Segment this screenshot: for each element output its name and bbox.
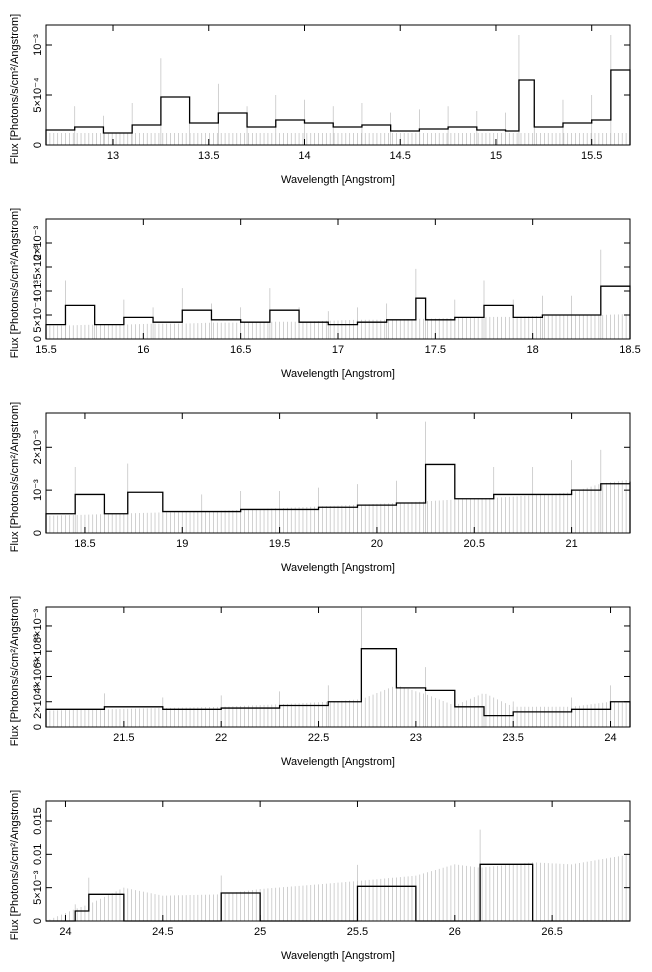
- y-tick-label: 2×10⁻³: [32, 684, 44, 719]
- panel-4-chart: 21.5 22 22.5 23 23.5 24 0 2×10⁻³4×10⁻³6×10⁻³8×1…: [9, 596, 631, 768]
- x-tick-label: 18.5: [619, 344, 640, 356]
- x-axis-label: Wavelength [Angstrom]: [281, 562, 395, 574]
- spectrum-panel-4: 21.5 22 22.5 23 23.5 24 0 2×10⁻³ 4×10⁻³ 6×10⁻³ 8×1…: [0, 582, 652, 776]
- x-tick-label: 14.5: [390, 150, 411, 162]
- x-tick-label: 21: [565, 538, 577, 550]
- x-tick-label: 17.5: [425, 344, 446, 356]
- x-tick-label: 21.5: [113, 732, 134, 744]
- y-axis-label: Flux [Photons/s/cm²/Angstrom]: [9, 208, 21, 358]
- x-axis-label: Wavelength [Angstrom]: [281, 368, 395, 380]
- panel-1-chart: 13 13.5 14 14.5 15 15.5 0 5×10⁻⁴ 10⁻³ Wavelength …: [9, 14, 631, 186]
- background-model: [45, 685, 631, 727]
- y-tick-label: 2×10⁻³: [32, 430, 44, 465]
- y-tick-label: 2×10⁻³: [32, 226, 44, 261]
- x-tick-label: 17: [332, 344, 344, 356]
- x-tick-label: 24.5: [152, 926, 173, 938]
- y-tick-label: 0: [32, 142, 44, 148]
- flux-series: [45, 648, 631, 727]
- x-tick-label: 19: [176, 538, 188, 550]
- x-tick-label: 22.5: [308, 732, 329, 744]
- panel-3-chart: 18.5 19 19.5 20 20.5 21 0 10⁻³ 2×10⁻³ Wavelength …: [9, 402, 631, 574]
- error-bars: [45, 35, 631, 145]
- spectrum-panel-3: 18.5 19 19.5 20 20.5 21 0 10⁻³ 2×10⁻³ Wavelength …: [0, 388, 652, 582]
- y-tick-label: 5×10⁻⁴: [32, 297, 44, 333]
- plot-frame: [45, 800, 631, 922]
- spectrum-panel-1: 13 13.5 14 14.5 15 15.5 0 5×10⁻⁴ 10⁻³ Wavelength …: [0, 0, 652, 194]
- y-tick-label: 5×10⁻³: [32, 870, 44, 905]
- y-tick-label: 0: [32, 918, 44, 924]
- y-tick-label: 0.015: [32, 807, 44, 835]
- x-tick-label: 22: [215, 732, 227, 744]
- y-tick-label: 4×10⁻³: [32, 659, 44, 694]
- x-tick-label: 26: [449, 926, 461, 938]
- x-tick-label: 15.5: [35, 344, 56, 356]
- panel-2-chart: 15.5 16 16.5 17 17.5 18 18.5 0 5×10⁻⁴10⁻³1.5×10⁻…: [9, 208, 641, 380]
- plot-frame: [45, 24, 631, 146]
- y-axis-label: Flux [Photons/s/cm²/Angstrom]: [9, 402, 21, 552]
- y-tick-label: 0: [32, 336, 44, 342]
- y-tick-label: 0.01: [32, 844, 44, 865]
- x-axis-label: Wavelength [Angstrom]: [281, 756, 395, 768]
- y-tick-label: 0: [32, 530, 44, 536]
- y-axis-label: Flux [Photons/s/cm²/Angstrom]: [9, 790, 21, 940]
- y-tick-label: 10⁻³: [32, 280, 44, 302]
- x-tick-label: 25: [254, 926, 266, 938]
- flux-series: [45, 285, 631, 339]
- x-tick-label: 13: [107, 150, 119, 162]
- x-tick-label: 16: [137, 344, 149, 356]
- x-tick-label: 23.5: [502, 732, 523, 744]
- x-tick-label: 24: [604, 732, 616, 744]
- x-axis-label: Wavelength [Angstrom]: [281, 174, 395, 186]
- x-tick-label: 15.5: [581, 150, 602, 162]
- x-tick-label: 18: [527, 344, 539, 356]
- spectrum-panel-5: 24 24.5 25 25.5 26 26.5 0 5×10⁻³ 0.01 0.015 Wavele…: [0, 776, 652, 970]
- y-tick-label: 1.5×10⁻³: [32, 245, 44, 289]
- plot-frame: [45, 412, 631, 534]
- plot-frame: [45, 606, 631, 728]
- x-tick-label: 24: [59, 926, 71, 938]
- x-tick-label: 26.5: [541, 926, 562, 938]
- x-tick-label: 16.5: [230, 344, 251, 356]
- y-axis-label: Flux [Photons/s/cm²/Angstrom]: [9, 14, 21, 164]
- x-tick-label: 19.5: [269, 538, 290, 550]
- y-axis-label: Flux [Photons/s/cm²/Angstrom]: [9, 596, 21, 746]
- y-tick-label: 0: [32, 724, 44, 730]
- x-tick-label: 20: [371, 538, 383, 550]
- x-axis-label: Wavelength [Angstrom]: [281, 950, 395, 962]
- x-tick-label: 18.5: [74, 538, 95, 550]
- spectrum-panel-2: 15.5 16 16.5 17 17.5 18 18.5 0 5×10⁻⁴ 10⁻³ 1.5×10⁻…: [0, 194, 652, 388]
- x-tick-label: 23: [410, 732, 422, 744]
- x-tick-label: 20.5: [464, 538, 485, 550]
- x-tick-label: 13.5: [198, 150, 219, 162]
- panel-5-chart: 24 24.5 25 25.5 26 26.5 0 5×10⁻³ 0.01 0.015 Wavele…: [9, 790, 631, 962]
- background-model: [49, 854, 631, 921]
- background-model: [45, 133, 631, 145]
- y-tick-label: 6×10⁻³: [32, 634, 44, 669]
- y-tick-label: 8×10⁻³: [32, 608, 44, 643]
- flux-series: [45, 69, 631, 145]
- background-model: [45, 314, 631, 339]
- x-tick-label: 25.5: [347, 926, 368, 938]
- x-tick-label: 15: [490, 150, 502, 162]
- y-tick-label: 10⁻³: [32, 479, 44, 501]
- flux-series: [45, 463, 631, 533]
- x-tick-label: 14: [298, 150, 310, 162]
- background-model: [45, 479, 631, 533]
- y-tick-label: 5×10⁻⁴: [32, 77, 44, 113]
- y-tick-label: 10⁻³: [32, 34, 44, 56]
